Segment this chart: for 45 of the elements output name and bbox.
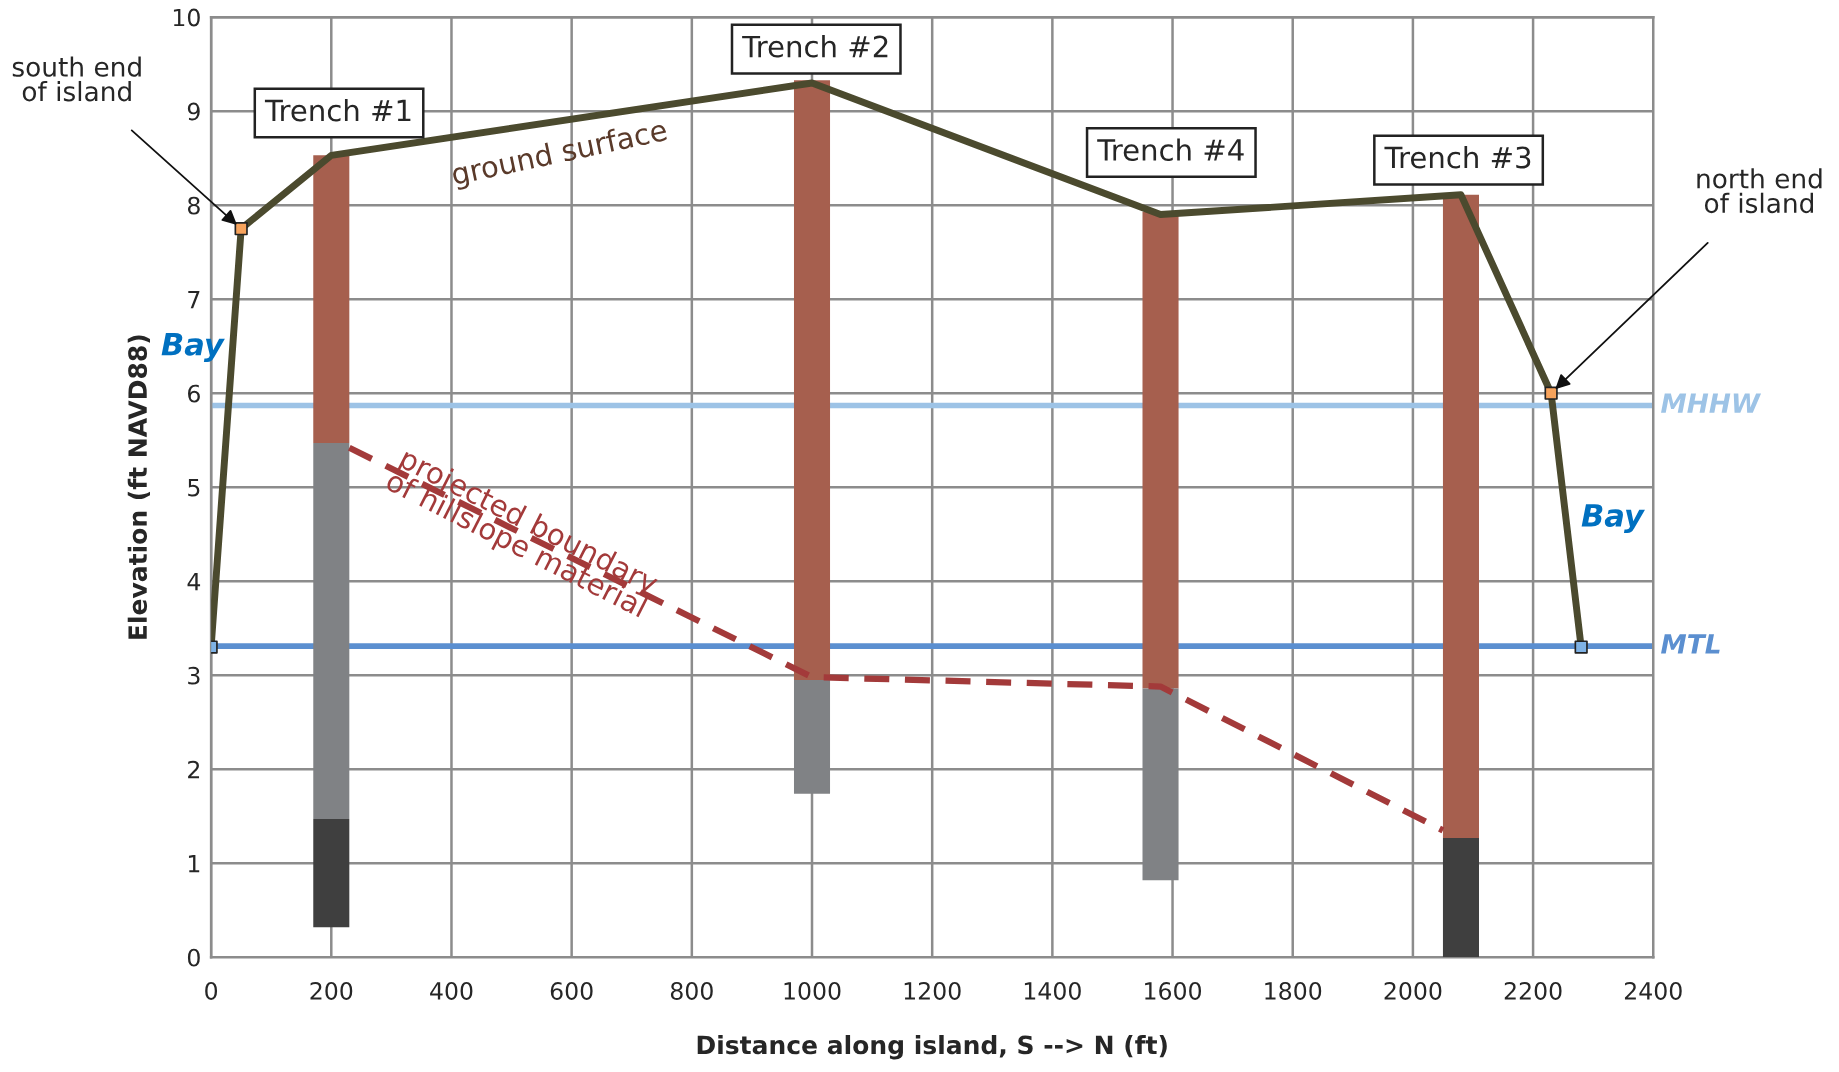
bar	[793, 80, 831, 680]
y-tick-label: 0	[187, 948, 200, 967]
bar	[1442, 837, 1479, 958]
annotation: Bay	[1581, 504, 1645, 534]
annotation: ground surface	[450, 118, 669, 191]
x-tick-label: 0	[205, 982, 218, 1000]
x-tick-label: 2000	[1384, 982, 1442, 1000]
bar	[313, 155, 350, 444]
x-tick-label: 800	[670, 982, 713, 1000]
annotation: Trench #1	[264, 98, 411, 122]
bar	[313, 819, 350, 928]
y-tick-label: 4	[187, 572, 201, 591]
x-tick-label: 1800	[1265, 982, 1322, 1000]
x-tick-label: 2200	[1504, 982, 1562, 1000]
y-tick-label: 6	[188, 384, 200, 403]
bar	[1442, 194, 1479, 838]
point	[1574, 640, 1588, 654]
y-tick-label: 10	[173, 8, 200, 27]
ref-line-label: MHHW	[1661, 393, 1762, 413]
y-tick-label: 5	[188, 478, 200, 497]
annotation: Trench #4	[1097, 138, 1244, 161]
point	[1544, 386, 1558, 400]
x-tick-label: 1000	[784, 982, 841, 1000]
x-tick-label: 600	[550, 982, 593, 1000]
y-tick-label: 3	[188, 666, 200, 685]
ref-line-label: MTL	[1661, 634, 1720, 654]
y-tick-label: 9	[187, 102, 200, 121]
x-tick-label: 400	[430, 982, 473, 1000]
x-tick-label: 2400	[1624, 982, 1682, 1000]
x-tick-label: 1400	[1024, 982, 1081, 1000]
bar	[1142, 211, 1179, 689]
x-tick-label: 1600	[1145, 982, 1202, 1000]
annotation: Trench #2	[742, 35, 888, 58]
annotation: north end of island	[1697, 168, 1822, 214]
y-axis-title: Elevation (ft NAVD88)	[127, 335, 150, 639]
y-tick-label: 8	[187, 196, 200, 215]
annotation: Trench #3	[1384, 145, 1531, 169]
x-tick-label: 1200	[904, 982, 961, 1000]
y-tick-label: 2	[188, 760, 200, 779]
annotation: Bay	[161, 333, 225, 362]
y-tick-label: 7	[188, 290, 200, 309]
annotation: south end of island	[12, 56, 141, 102]
x-tick-label: 200	[310, 982, 353, 1000]
x-axis-title: Distance along island, S --> N (ft)	[697, 1035, 1167, 1060]
y-tick-label: 1	[188, 855, 200, 873]
